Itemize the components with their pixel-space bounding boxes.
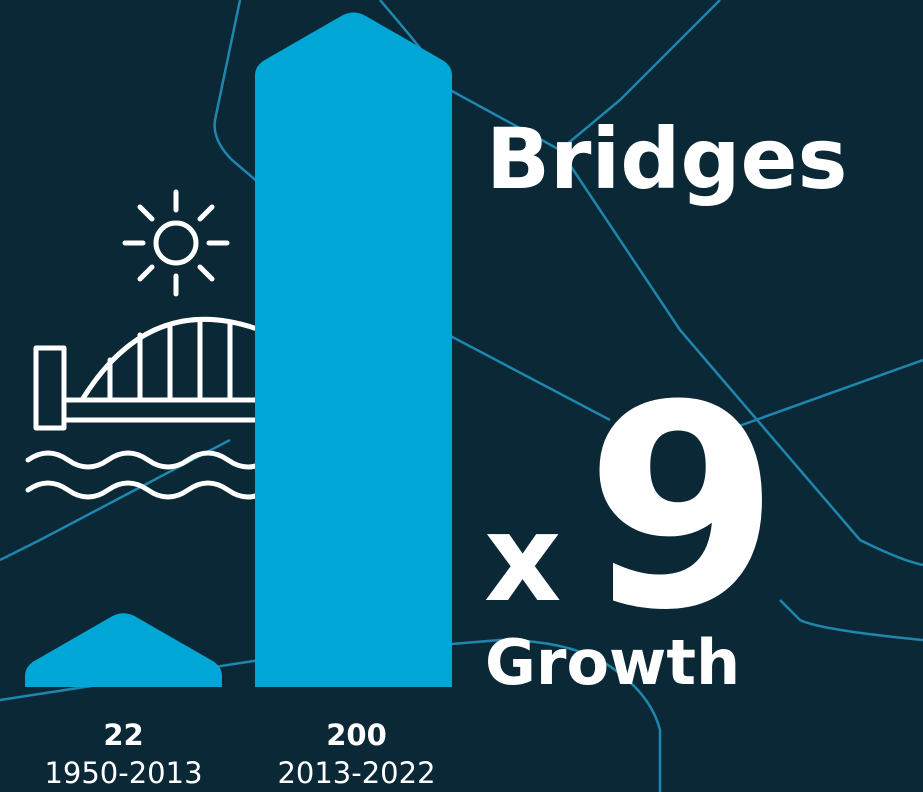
growth-label: Growth [485,626,740,699]
x-tick-label: 1950-2013 [44,756,202,790]
bar [255,12,452,687]
multiplier-x: x [484,490,561,629]
x-tick-label: 2013-2022 [277,756,435,790]
chart-title: Bridges [486,110,847,208]
multiplier-value: 9 [585,346,780,672]
value-label: 22 [103,718,143,752]
bridge-icon [25,189,271,500]
value-label: 200 [326,718,387,752]
bar [25,613,222,687]
